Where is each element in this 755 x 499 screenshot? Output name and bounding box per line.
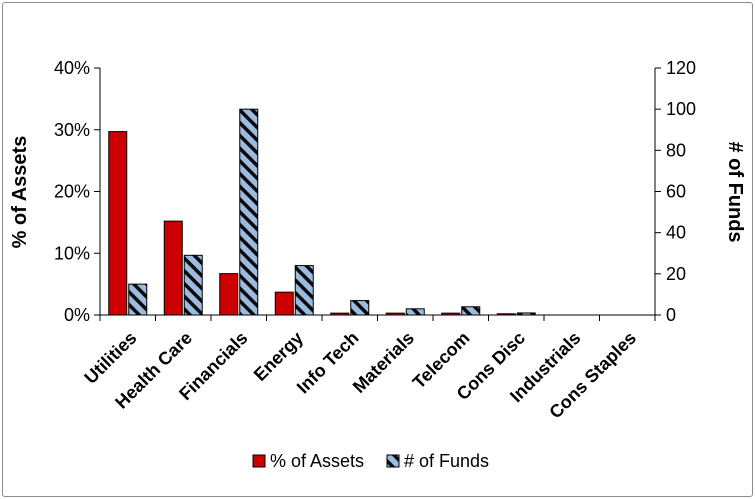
bar-funds [350, 300, 370, 316]
legend-label-funds: # of Funds [404, 451, 489, 471]
bar-funds [128, 283, 148, 316]
y-left-tick-label: 20% [54, 182, 90, 202]
y-right-tick-label: 120 [666, 58, 696, 78]
y-left-tick-label: 30% [54, 120, 90, 140]
legend-swatch-assets [252, 454, 266, 468]
y-axis-right-title: # of Funds [724, 141, 746, 242]
bar-assets [274, 291, 294, 316]
bar-assets [385, 312, 405, 316]
y-right-tick-label: 0 [666, 305, 676, 325]
bar-funds [183, 254, 203, 316]
bar-assets [330, 312, 350, 316]
legend-swatch-funds [386, 454, 400, 468]
bar-assets [108, 131, 128, 316]
y-left-tick-label: 40% [54, 58, 90, 78]
x-category-label: Materials [349, 328, 418, 397]
y-right-tick-label: 80 [666, 140, 686, 160]
y-axis-left-title: % of Assets [9, 136, 31, 249]
bar-assets [441, 312, 461, 316]
y-right-tick-label: 40 [666, 223, 686, 243]
y-left-tick-label: 0% [64, 305, 90, 325]
bar-funds [461, 306, 481, 316]
y-left-tick-label: 10% [54, 243, 90, 263]
bar-funds [516, 312, 536, 316]
bar-funds [405, 308, 425, 316]
y-right-tick-label: 100 [666, 99, 696, 119]
legend-label-assets: % of Assets [270, 451, 364, 471]
bar-funds [294, 265, 314, 316]
y-right-tick-label: 60 [666, 182, 686, 202]
legend: % of Assets # of Funds [252, 451, 489, 471]
bar-assets [163, 220, 183, 316]
plot-area: 0%10%20%30%40%020406080100120UtilitiesHe… [54, 58, 696, 422]
bar-assets [219, 273, 239, 316]
y-right-tick-label: 20 [666, 264, 686, 284]
bar-assets [496, 313, 516, 316]
bar-funds [239, 108, 259, 316]
